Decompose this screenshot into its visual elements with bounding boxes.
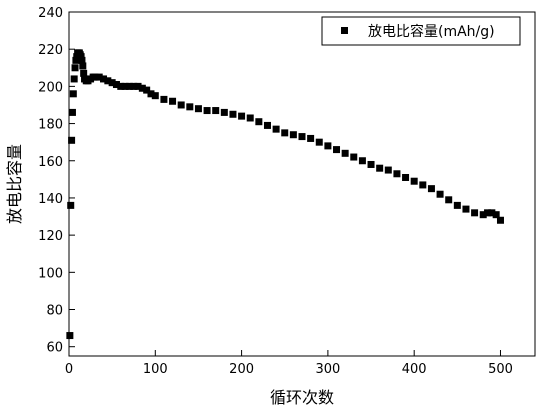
data-point [411, 178, 418, 185]
data-point [169, 98, 176, 105]
data-point [307, 135, 314, 142]
data-point [67, 202, 74, 209]
data-point [385, 167, 392, 174]
data-point [221, 109, 228, 116]
data-point [333, 146, 340, 153]
data-point [402, 174, 409, 181]
x-tick-label: 500 [488, 362, 513, 377]
data-point [247, 114, 254, 121]
legend: 放电比容量(mAh/g) [322, 17, 520, 45]
data-point [212, 107, 219, 114]
data-point [462, 206, 469, 213]
data-point [350, 154, 357, 161]
x-tick-label: 0 [65, 362, 73, 377]
data-point [376, 165, 383, 172]
y-axis-label: 放电比容量 [5, 144, 24, 224]
x-tick-label: 200 [229, 362, 254, 377]
x-tick-label: 300 [315, 362, 340, 377]
data-point [359, 157, 366, 164]
data-point [264, 122, 271, 129]
data-point [273, 126, 280, 133]
y-tick-label: 80 [46, 304, 63, 319]
data-point [178, 101, 185, 108]
y-tick-label: 200 [38, 80, 63, 95]
data-point [238, 113, 245, 120]
data-point [66, 332, 73, 339]
legend-marker [341, 27, 348, 34]
data-point [324, 142, 331, 149]
data-point [69, 109, 76, 116]
data-point [204, 107, 211, 114]
data-point [497, 217, 504, 224]
x-tick-label: 100 [143, 362, 168, 377]
data-point [445, 196, 452, 203]
data-point [437, 191, 444, 198]
data-point [71, 75, 78, 82]
y-tick-label: 240 [38, 6, 63, 21]
data-point [342, 150, 349, 157]
data-point [70, 90, 77, 97]
data-point [393, 170, 400, 177]
plot-frame [69, 12, 535, 356]
legend-label: 放电比容量(mAh/g) [368, 23, 495, 40]
data-point [186, 103, 193, 110]
y-tick-label: 60 [46, 341, 63, 356]
data-point [68, 137, 75, 144]
data-point [290, 131, 297, 138]
y-tick-label: 120 [38, 229, 63, 244]
data-point [454, 202, 461, 209]
data-point [471, 209, 478, 216]
x-tick-label: 400 [402, 362, 427, 377]
data-points [66, 49, 504, 339]
data-point [255, 118, 262, 125]
data-point [368, 161, 375, 168]
data-point [160, 96, 167, 103]
y-tick-label: 160 [38, 155, 63, 170]
data-point [316, 139, 323, 146]
data-point [281, 129, 288, 136]
data-point [72, 64, 79, 71]
data-point [419, 181, 426, 188]
y-tick-label: 220 [38, 43, 63, 58]
data-point [79, 62, 86, 69]
x-axis-label: 循环次数 [270, 388, 334, 407]
y-tick-label: 140 [38, 192, 63, 207]
x-axis: 0 100 200 300 400 500 [65, 350, 513, 377]
y-tick-label: 100 [38, 266, 63, 281]
y-tick-label: 180 [38, 118, 63, 133]
data-point [195, 105, 202, 112]
data-point [428, 185, 435, 192]
data-point [152, 92, 159, 99]
data-point [229, 111, 236, 118]
data-point [299, 133, 306, 140]
